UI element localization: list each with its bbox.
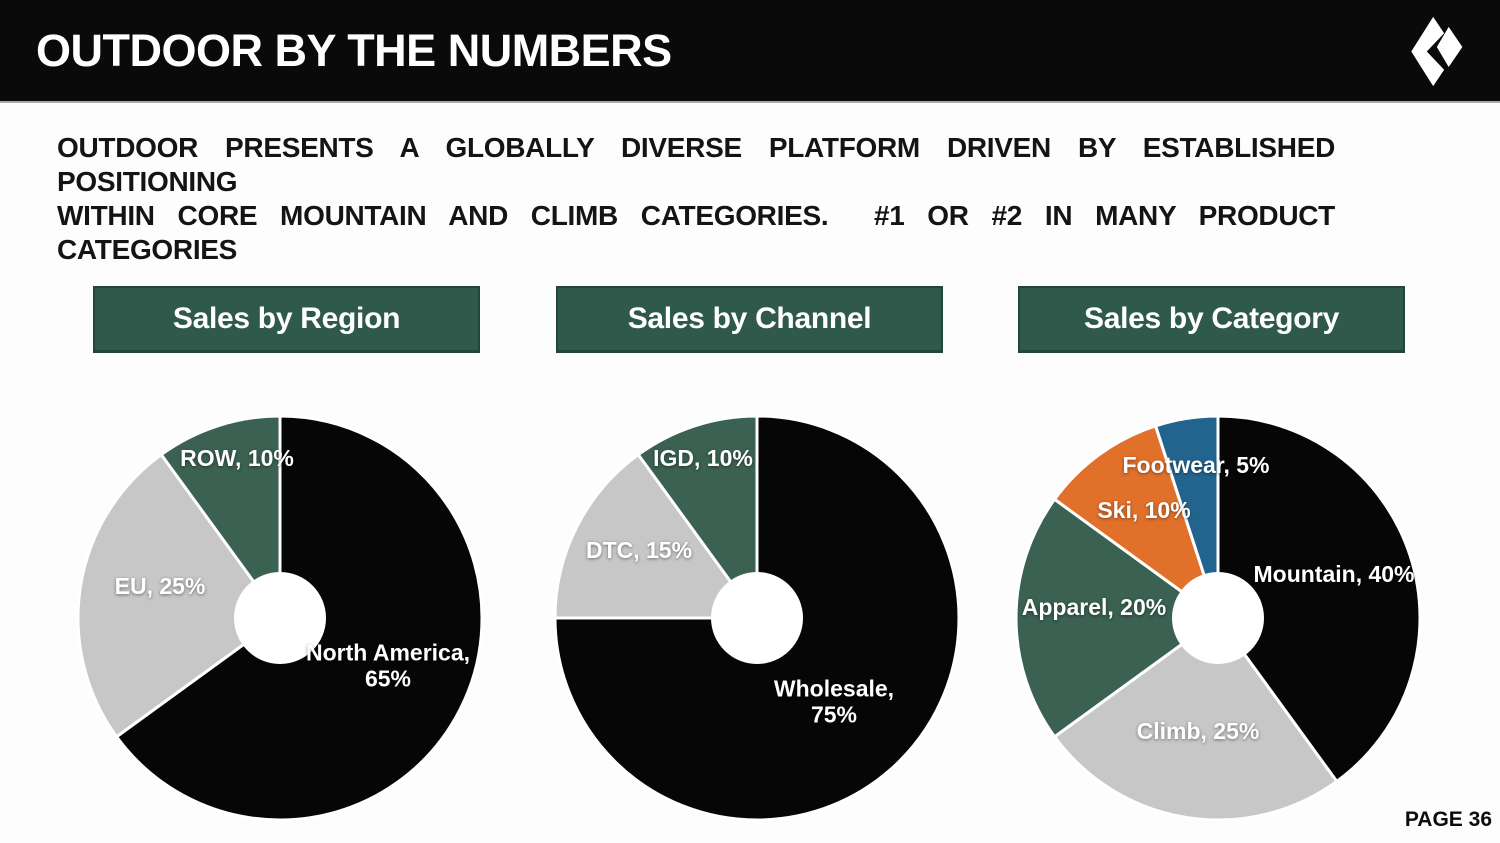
subtitle-line-1: OUTDOOR PRESENTS A GLOBALLY DIVERSE PLAT… (57, 132, 1335, 197)
slice-footwear (1154, 414, 1220, 620)
pie-chart-sales-by-region: North America, 65% EU, 25% ROW, 10% (70, 408, 490, 828)
black-diamond-logo-left-shape (1411, 16, 1445, 87)
chart-header-sales-by-category: Sales by Category (1018, 286, 1405, 353)
donut-hole (711, 572, 803, 664)
pie-svg-sales-by-region (76, 414, 484, 822)
pie-chart-sales-by-channel: Wholesale, 75% DTC, 15% IGD, 10% (547, 408, 967, 828)
slice-label-igd: IGD, 10% (653, 444, 753, 471)
slice-label-row: ROW, 10% (180, 444, 294, 471)
title-bar: OUTDOOR BY THE NUMBERS (0, 0, 1500, 103)
donut-hole (234, 572, 326, 664)
slice-eu (76, 453, 282, 739)
black-diamond-logo-small-diamond (1436, 26, 1463, 68)
slice-dtc (553, 453, 759, 620)
slice-ski (1053, 424, 1220, 620)
slice-label-eu: EU, 25% (114, 572, 206, 599)
slice-climb (1053, 616, 1339, 822)
slice-label-ski: Ski, 10% (1097, 496, 1191, 523)
slice-label-apparel: Apparel, 20% (1021, 593, 1167, 620)
slice-label-footwear: Footwear, 5% (1122, 451, 1270, 478)
pie-svg-sales-by-category (1014, 414, 1422, 822)
slice-label-north-america: North America, 65% (305, 639, 471, 692)
subtitle-line-2: WITHIN CORE MOUNTAIN AND CLIMB CATEGORIE… (57, 200, 1335, 265)
slice-label-wholesale: Wholesale, 75% (773, 675, 895, 728)
page-number: PAGE 36 (1404, 808, 1492, 831)
slice-mountain (1216, 414, 1422, 783)
pie-svg-sales-by-channel (553, 414, 961, 822)
slide-title: OUTDOOR BY THE NUMBERS (36, 24, 672, 76)
slice-apparel (1014, 497, 1220, 739)
chart-header-sales-by-region: Sales by Region (93, 286, 480, 353)
pie-chart-sales-by-category: Mountain, 40% Climb, 25% Apparel, 20% Ski, … (1008, 408, 1428, 828)
slice-label-dtc: DTC, 15% (585, 536, 693, 563)
black-diamond-logo-icon (1411, 16, 1463, 87)
slice-igd (636, 414, 759, 620)
slice-row (159, 414, 282, 620)
donut-hole (1172, 572, 1264, 664)
slice-label-climb: Climb, 25% (1136, 717, 1260, 744)
chart-header-sales-by-channel: Sales by Channel (556, 286, 943, 353)
slide-subtitle: OUTDOOR PRESENTS A GLOBALLY DIVERSE PLAT… (57, 131, 1335, 267)
slice-label-mountain: Mountain, 40% (1253, 560, 1415, 587)
